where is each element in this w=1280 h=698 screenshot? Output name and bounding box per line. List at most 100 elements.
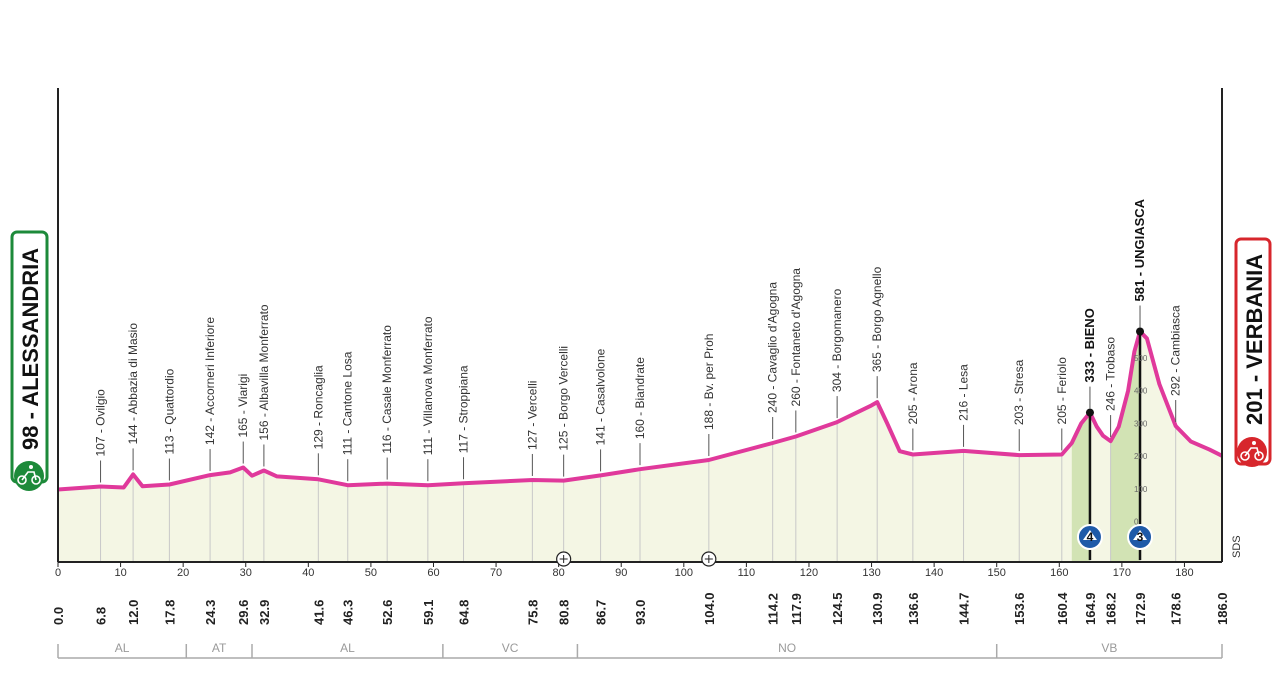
km-mark-29: 178.6 [1169,592,1184,625]
alt-scale-500: 500 [1134,354,1148,363]
x-tick-label-50: 50 [365,567,377,579]
km-mark-12: 64.8 [457,600,472,625]
km-mark-26: 164.9 [1083,592,1098,625]
km-mark-3: 12.0 [126,600,141,625]
alt-scale-300: 300 [1134,419,1148,428]
x-tick-label-180: 180 [1175,567,1193,579]
km-mark-15: 86.7 [594,600,609,625]
km-mark-19: 117.9 [789,593,804,625]
region-label-2: AT [212,641,227,655]
alt-scale-400: 400 [1134,387,1148,396]
x-tick-label-0: 0 [55,567,61,579]
region-label-6: VB [1101,641,1117,655]
town-label-4: 142 - Accorneri Inferiore [203,317,217,445]
km-mark-25: 160.4 [1055,592,1070,625]
x-tick-label-100: 100 [675,567,693,579]
start-label: 98 - ALESSANDRIA [18,248,43,450]
x-tick-label-10: 10 [114,567,126,579]
town-label-12: 127 - Vercelli [525,381,539,450]
region-label-3: AL [340,641,355,655]
climb-highlight-layer [1071,331,1140,562]
x-tick-label-40: 40 [302,567,314,579]
km-mark-13: 75.8 [525,600,540,625]
x-tick-label-160: 160 [1050,567,1068,579]
x-tick-label-130: 130 [862,567,880,579]
km-mark-4: 17.8 [162,600,177,625]
x-tick-label-120: 120 [800,567,818,579]
town-label-28: 292 - Cambiasca [1169,305,1183,396]
climb-markers: 4 3 500 400 300 200 100 0 [556,327,1154,567]
town-label-3: 113 - Quattordio [162,368,176,454]
region-label-1: AL [115,641,130,655]
km-mark-16: 93.0 [633,600,648,625]
x-tick-label-70: 70 [490,567,502,579]
alt-scale-200: 200 [1134,452,1148,461]
km-mark-27: 168.2 [1104,592,1119,625]
town-label-16: 188 - Bv. per Proh [702,334,716,431]
town-label-25: 333 - BIENO [1082,308,1097,382]
start-cyclist-icon [14,461,44,491]
km-mark-18: 114.2 [766,593,781,625]
km-mark-7: 32.9 [257,600,272,625]
km-mark-17: 104.0 [702,592,717,625]
km-mark-22: 136.6 [906,592,921,625]
profile-area-layer [58,331,1222,562]
km-tick-labels: 0 10 20 30 40 50 60 70 80 90 100 110 120 130 140 150 160… [55,562,1194,579]
town-label-22: 216 - Lesa [957,364,971,421]
finish-cyclist-icon [1237,437,1267,467]
alt-scale-100: 100 [1134,485,1148,494]
town-label-2: 144 - Abbazia di Masio [126,323,140,445]
town-label-20: 365 - Borgo Agnello [870,266,884,372]
km-mark-14: 80.8 [557,600,572,625]
climb-mountain-icon-2 [1133,530,1148,540]
km-mark-20: 124.5 [830,592,845,625]
profile-line [57,329,1223,492]
profile-area [58,331,1222,562]
x-tick-label-90: 90 [615,567,627,579]
km-mark-5: 24.3 [203,600,218,625]
climb-category-2: 3 [1137,530,1144,544]
climb-mountain-icon-1 [1082,530,1097,540]
region-bar: AL AT AL VC NO VB [57,641,1223,659]
town-label-11: 117 - Stroppiana [457,365,471,453]
town-label-21: 205 - Arona [906,362,920,424]
km-mark-6: 29.6 [236,600,251,625]
climb-summit-dot-2 [1136,327,1145,336]
town-label-26: 246 - Trobaso [1104,337,1118,411]
town-label-9: 116 - Casale Monferrato [380,325,394,454]
alt-scale-0: 0 [1134,518,1139,527]
region-label-5: NO [778,641,796,655]
km-mark-30: 186.0 [1215,592,1230,625]
profile-line-layer [57,329,1223,492]
climb-summit-dot-1 [1085,408,1094,417]
town-label-1: 107 - Ovilgio [94,389,108,457]
km-mark-11: 59.1 [421,600,436,625]
town-label-27: 581 - UNGIASCA [1132,198,1147,301]
x-tick-label-80: 80 [553,567,565,579]
climb-category-1: 4 [1087,530,1094,544]
climb-area-2 [1110,331,1140,562]
x-tick-label-150: 150 [988,567,1006,579]
brand-logo: SDS [1231,535,1243,558]
town-label-24: 205 - Feriolo [1055,357,1069,425]
town-label-10: 111 - Villanova Monferrato [421,316,435,455]
town-label-15: 160 - Biandrate [633,357,647,439]
town-labels: 107 - Ovilgio 144 - Abbazia di Masio 113 -… [94,198,1183,483]
town-label-23: 203 - Stresa [1012,359,1026,425]
km-mark-24: 153.6 [1012,592,1027,625]
km-mark-23: 144.7 [957,592,972,625]
x-tick-label-20: 20 [177,567,189,579]
km-mark-10: 52.6 [380,600,395,625]
x-tick-label-110: 110 [738,567,756,579]
km-mark-labels: 0.0 6.8 12.0 17.8 24.3 29.6 32.9 41.6 46.3 52.6 59… [51,592,1230,625]
town-label-14: 141 - Casalvolone [594,348,608,445]
x-tick-label-60: 60 [427,567,439,579]
km-mark-9: 46.3 [341,600,356,625]
finish-label: 201 - VERBANIA [1242,254,1267,425]
town-label-8: 111 - Cantone Losa [341,351,355,455]
town-label-18: 260 - Fontaneto d'Agogna [789,268,803,407]
climb-area-1 [1071,412,1090,562]
km-mark-8: 41.6 [311,600,326,625]
km-mark-28: 172.9 [1133,592,1148,625]
